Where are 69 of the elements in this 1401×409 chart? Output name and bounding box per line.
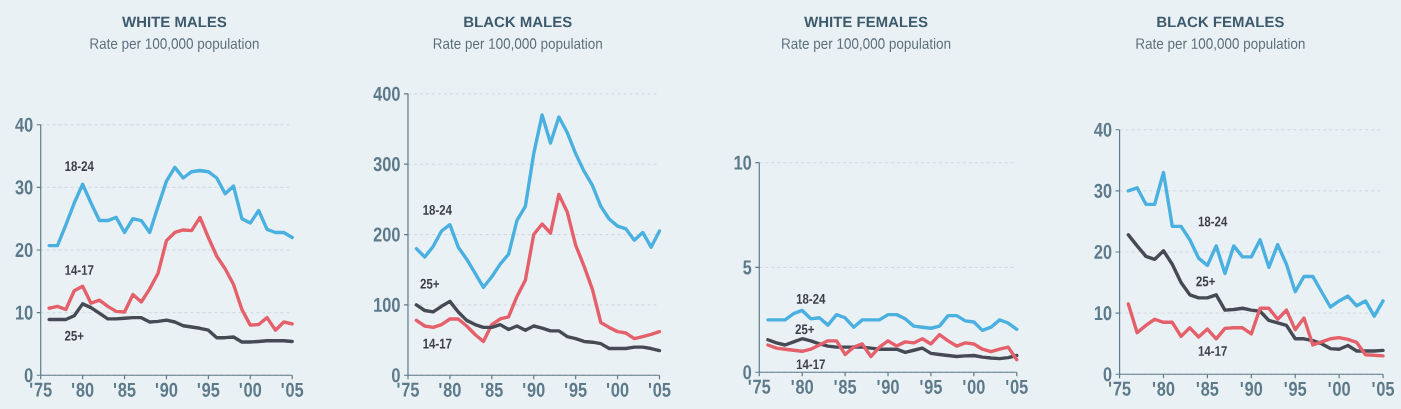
- y-tick-label: 400: [373, 86, 400, 101]
- x-tick-label: '80: [791, 379, 813, 394]
- y-tick-label: 10: [734, 155, 752, 170]
- chart-title: WHITE MALES: [122, 16, 227, 28]
- x-tick-label: '00: [239, 382, 262, 397]
- series-label: 25+: [64, 330, 84, 341]
- x-tick-label: '80: [1152, 381, 1175, 396]
- line-series: [1126, 170, 1385, 318]
- x-tick-label: '95: [920, 379, 942, 394]
- x-tick-label: '95: [565, 382, 587, 397]
- chart-title: WHITE FEMALES: [804, 16, 928, 28]
- x-tick-label: '05: [1372, 381, 1395, 396]
- chart-subtitle: Rate per 100,000 population: [782, 37, 951, 52]
- x-tick-label: '90: [155, 382, 178, 397]
- x-tick-label: '00: [963, 379, 985, 394]
- x-tick-label: '75: [748, 379, 771, 394]
- series-label: 18-24: [65, 161, 94, 171]
- chart-title: BLACK MALES: [464, 16, 572, 28]
- y-tick-label: 200: [373, 227, 400, 242]
- x-tick-label: '75: [1108, 381, 1131, 396]
- chart-subtitle: Rate per 100,000 population: [1136, 37, 1305, 52]
- series-label: 25+: [420, 278, 440, 289]
- chart-subtitle: Rate per 100,000 population: [90, 37, 259, 52]
- x-tick-label: '80: [439, 382, 461, 397]
- y-tick-label: 10: [1094, 305, 1112, 321]
- series-label: 18-24: [1198, 216, 1228, 227]
- series-label: 14-17: [65, 265, 94, 275]
- chart-subtitle: Rate per 100,000 population: [433, 37, 602, 52]
- x-tick-label: '85: [113, 382, 136, 397]
- chart-title: BLACK FEMALES: [1157, 16, 1284, 28]
- y-tick-label: 40: [15, 117, 33, 132]
- y-tick-label: 0: [743, 365, 752, 380]
- series-label: 14-17: [423, 338, 452, 349]
- x-tick-label: '85: [834, 379, 857, 394]
- x-tick-label: '95: [197, 382, 220, 397]
- x-tick-label: '75: [30, 382, 52, 397]
- series-label: 25+: [1196, 276, 1215, 287]
- x-tick-label: '90: [1240, 381, 1263, 396]
- line-series: [47, 215, 294, 332]
- y-tick-label: 30: [1094, 183, 1112, 198]
- y-tick-label: 20: [15, 242, 33, 257]
- y-tick-label: 0: [24, 368, 33, 383]
- x-tick-label: '05: [648, 382, 671, 397]
- y-tick-label: 0: [392, 368, 400, 383]
- x-tick-label: '80: [72, 382, 94, 397]
- x-tick-label: '85: [1196, 381, 1219, 396]
- y-tick-label: 30: [15, 180, 33, 195]
- series-label: 25+: [795, 324, 815, 335]
- series-label: 14-17: [1198, 346, 1227, 356]
- line-series: [414, 113, 662, 289]
- x-tick-label: '05: [1006, 379, 1028, 394]
- x-tick-label: '75: [397, 382, 419, 397]
- y-tick-label: 0: [1103, 367, 1112, 382]
- y-tick-label: 100: [374, 297, 400, 312]
- x-tick-label: '05: [281, 382, 304, 397]
- x-tick-label: '00: [606, 382, 629, 397]
- x-tick-label: '95: [1284, 381, 1307, 396]
- x-tick-label: '90: [523, 382, 545, 397]
- series-label: 18-24: [796, 293, 826, 304]
- y-tick-label: 40: [1094, 122, 1112, 137]
- x-tick-label: '90: [877, 379, 899, 394]
- series-label: 14-17: [796, 359, 825, 370]
- y-tick-label: 300: [373, 157, 400, 172]
- y-tick-label: 20: [1094, 244, 1112, 259]
- series-label: 18-24: [423, 204, 452, 215]
- x-tick-label: '85: [481, 382, 503, 397]
- y-tick-label: 10: [16, 305, 33, 320]
- y-tick-label: 5: [743, 260, 752, 275]
- x-tick-label: '00: [1328, 381, 1350, 396]
